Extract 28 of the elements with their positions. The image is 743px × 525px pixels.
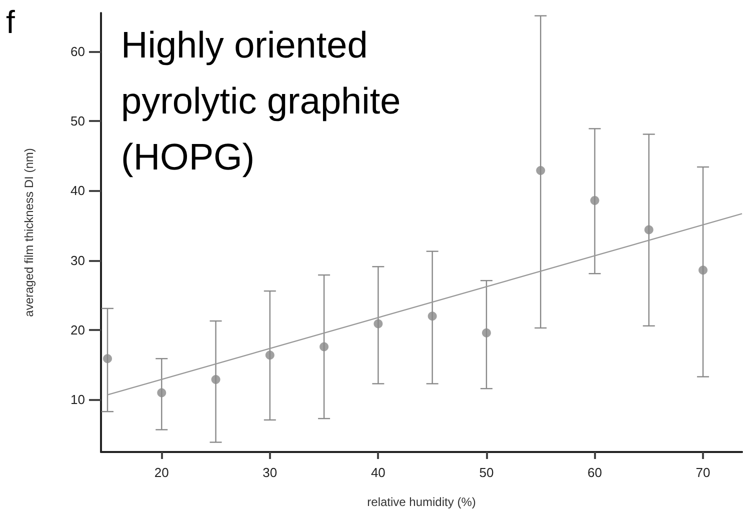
y-tick-label: 60 bbox=[70, 44, 85, 59]
text: f bbox=[6, 4, 15, 40]
x-tick-label: 70 bbox=[696, 465, 710, 480]
y-tick-label: 40 bbox=[70, 183, 85, 198]
point bbox=[590, 196, 600, 205]
x-axis-title: relative humidity (%) bbox=[367, 495, 476, 509]
y-tick-label: 20 bbox=[70, 322, 85, 338]
point bbox=[374, 319, 383, 328]
y-tick-label: 30 bbox=[70, 252, 85, 268]
point bbox=[320, 342, 329, 352]
x-tick-label: 40 bbox=[370, 465, 386, 480]
point bbox=[211, 375, 220, 384]
y-axis-title: averaged film thickness DI (nm) bbox=[22, 148, 36, 317]
text: Highly oriented pyrolytic graphite (HOPG) bbox=[121, 24, 411, 178]
point bbox=[536, 166, 546, 175]
x-tick-label: 20 bbox=[154, 465, 169, 480]
y-tick-label: 10 bbox=[70, 392, 85, 408]
point bbox=[698, 266, 708, 275]
x-tick-label: 30 bbox=[262, 465, 278, 480]
point bbox=[157, 388, 166, 398]
x-tick-label: 50 bbox=[479, 465, 494, 480]
point bbox=[644, 225, 654, 234]
point bbox=[265, 350, 274, 360]
point bbox=[428, 312, 437, 321]
y-tick-label: 50 bbox=[70, 114, 85, 129]
x-tick-label: 60 bbox=[588, 465, 602, 480]
point bbox=[482, 328, 491, 338]
point bbox=[103, 354, 112, 364]
